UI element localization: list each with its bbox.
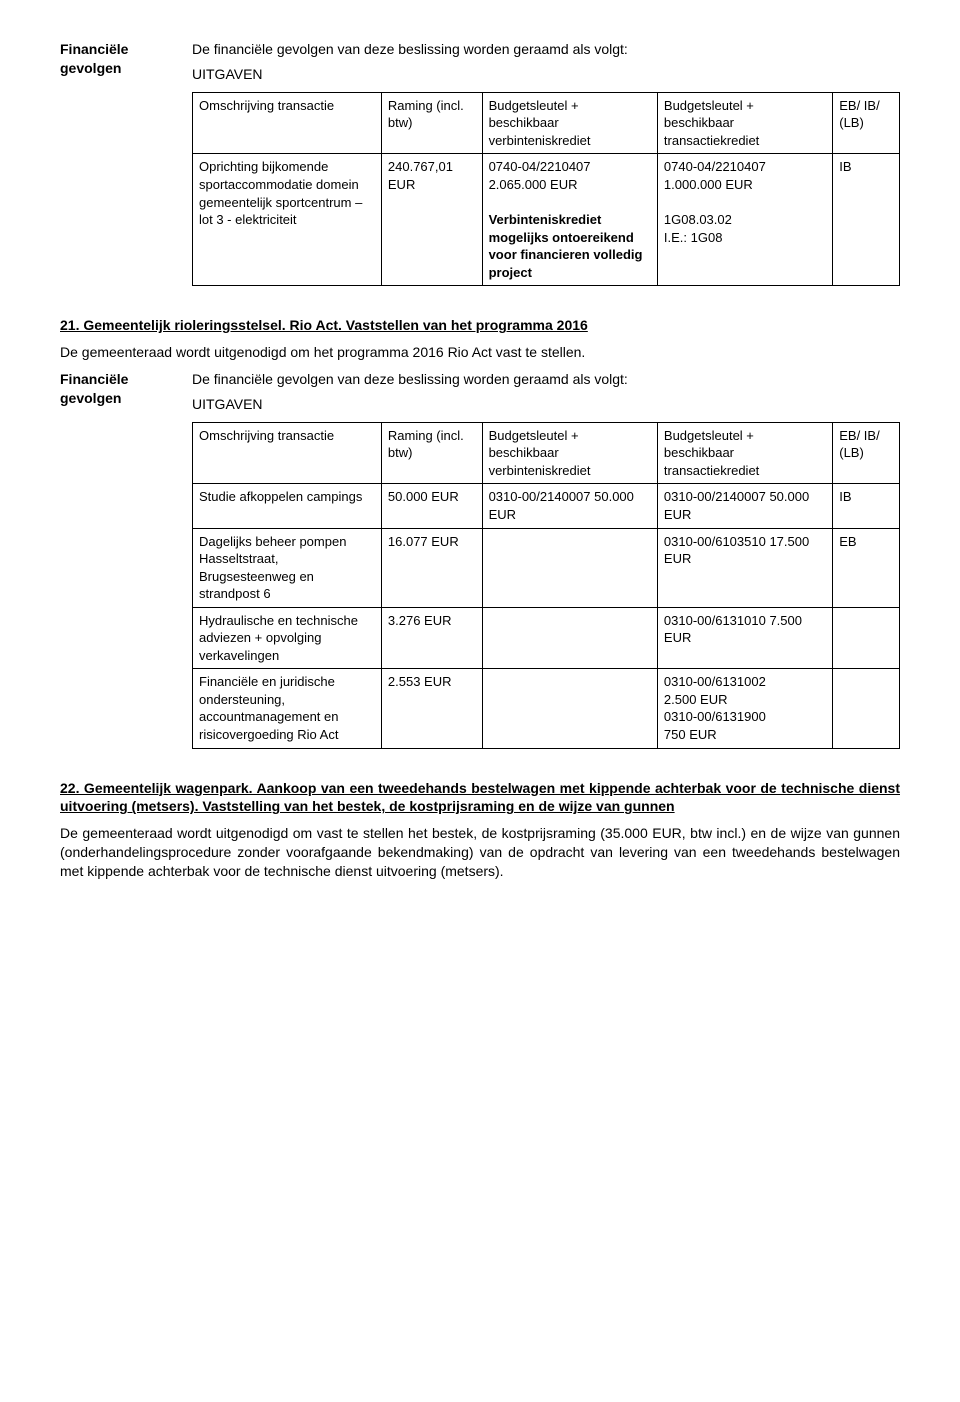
td-c3c: Verbinteniskrediet mogelijks ontoereiken… xyxy=(489,211,651,281)
left-label-2: Financiële gevolgen xyxy=(60,370,168,763)
table-row: Oprichting bijkomende sportaccommodatie … xyxy=(193,154,900,286)
r2c3 xyxy=(482,528,657,607)
th-c1: Omschrijving transactie xyxy=(193,92,382,154)
subheading-1: UITGAVEN xyxy=(192,65,900,84)
r4c5 xyxy=(833,669,900,748)
right-content-1: De financiële gevolgen van deze beslissi… xyxy=(192,40,900,300)
td-c4: 0740-04/2210407 1.000.000 EUR 1G08.03.02… xyxy=(657,154,832,286)
para-22: De gemeenteraad wordt uitgenodigd om vas… xyxy=(60,824,900,881)
td-c3b: 2.065.000 EUR xyxy=(489,176,651,194)
table-row: Financiële en juridische ondersteuning, … xyxy=(193,669,900,748)
th-c5: EB/ IB/ (LB) xyxy=(833,92,900,154)
r2c1: Dagelijks beheer pompen Hasseltstraat, B… xyxy=(193,528,382,607)
td-c3: 0740-04/2210407 2.065.000 EUR Verbinteni… xyxy=(482,154,657,286)
r2c4: 0310-00/6103510 17.500 EUR xyxy=(657,528,832,607)
right-content-2: De financiële gevolgen van deze beslissi… xyxy=(192,370,900,763)
r2c2: 16.077 EUR xyxy=(381,528,482,607)
td-c1: Oprichting bijkomende sportaccommodatie … xyxy=(193,154,382,286)
r4c4b: 2.500 EUR xyxy=(664,691,826,709)
r3c2: 3.276 EUR xyxy=(381,607,482,669)
td-c3a: 0740-04/2210407 xyxy=(489,158,651,176)
r4c4: 0310-00/6131002 2.500 EUR 0310-00/613190… xyxy=(657,669,832,748)
para-21: De gemeenteraad wordt uitgenodigd om het… xyxy=(60,343,900,362)
heading-21: 21. Gemeentelijk rioleringsstelsel. Rio … xyxy=(60,316,900,335)
r1c2: 50.000 EUR xyxy=(381,484,482,528)
td-c4a: 0740-04/2210407 xyxy=(664,158,826,176)
table-2: Omschrijving transactie Raming (incl. bt… xyxy=(192,422,900,749)
r4c4c: 0310-00/6131900 xyxy=(664,708,826,726)
r3c5 xyxy=(833,607,900,669)
r1c4: 0310-00/2140007 50.000 EUR xyxy=(657,484,832,528)
subheading-2: UITGAVEN xyxy=(192,395,900,414)
r3c3 xyxy=(482,607,657,669)
table-row: Dagelijks beheer pompen Hasseltstraat, B… xyxy=(193,528,900,607)
r3c4: 0310-00/6131010 7.500 EUR xyxy=(657,607,832,669)
heading-22: 22. Gemeentelijk wagenpark. Aankoop van … xyxy=(60,779,900,817)
financial-section-1: Financiële gevolgen De financiële gevolg… xyxy=(60,40,900,300)
table-header-row: Omschrijving transactie Raming (incl. bt… xyxy=(193,422,900,484)
th2-c2: Raming (incl. btw) xyxy=(381,422,482,484)
r3c1: Hydraulische en technische adviezen + op… xyxy=(193,607,382,669)
th-c3: Budgetsleutel + beschikbaar verbintenisk… xyxy=(482,92,657,154)
th-c4: Budgetsleutel + beschikbaar transactiekr… xyxy=(657,92,832,154)
r4c2: 2.553 EUR xyxy=(381,669,482,748)
th-c2: Raming (incl. btw) xyxy=(381,92,482,154)
td-c2: 240.767,01 EUR xyxy=(381,154,482,286)
r1c3: 0310-00/2140007 50.000 EUR xyxy=(482,484,657,528)
th2-c4: Budgetsleutel + beschikbaar transactiekr… xyxy=(657,422,832,484)
left-label-1: Financiële gevolgen xyxy=(60,40,168,300)
r4c4d: 750 EUR xyxy=(664,726,826,744)
r2c5: EB xyxy=(833,528,900,607)
table-1: Omschrijving transactie Raming (incl. bt… xyxy=(192,92,900,286)
financial-section-2: Financiële gevolgen De financiële gevolg… xyxy=(60,370,900,763)
intro-2: De financiële gevolgen van deze beslissi… xyxy=(192,370,900,389)
table-row: Studie afkoppelen campings 50.000 EUR 03… xyxy=(193,484,900,528)
r4c1: Financiële en juridische ondersteuning, … xyxy=(193,669,382,748)
r4c4a: 0310-00/6131002 xyxy=(664,673,826,691)
table-header-row: Omschrijving transactie Raming (incl. bt… xyxy=(193,92,900,154)
r1c1: Studie afkoppelen campings xyxy=(193,484,382,528)
r4c3 xyxy=(482,669,657,748)
intro-1: De financiële gevolgen van deze beslissi… xyxy=(192,40,900,59)
td-c4d: I.E.: 1G08 xyxy=(664,229,826,247)
th2-c3: Budgetsleutel + beschikbaar verbintenisk… xyxy=(482,422,657,484)
th2-c5: EB/ IB/ (LB) xyxy=(833,422,900,484)
table-row: Hydraulische en technische adviezen + op… xyxy=(193,607,900,669)
th2-c1: Omschrijving transactie xyxy=(193,422,382,484)
td-c4c: 1G08.03.02 xyxy=(664,211,826,229)
td-c4b: 1.000.000 EUR xyxy=(664,176,826,194)
td-c5: IB xyxy=(833,154,900,286)
r1c5: IB xyxy=(833,484,900,528)
